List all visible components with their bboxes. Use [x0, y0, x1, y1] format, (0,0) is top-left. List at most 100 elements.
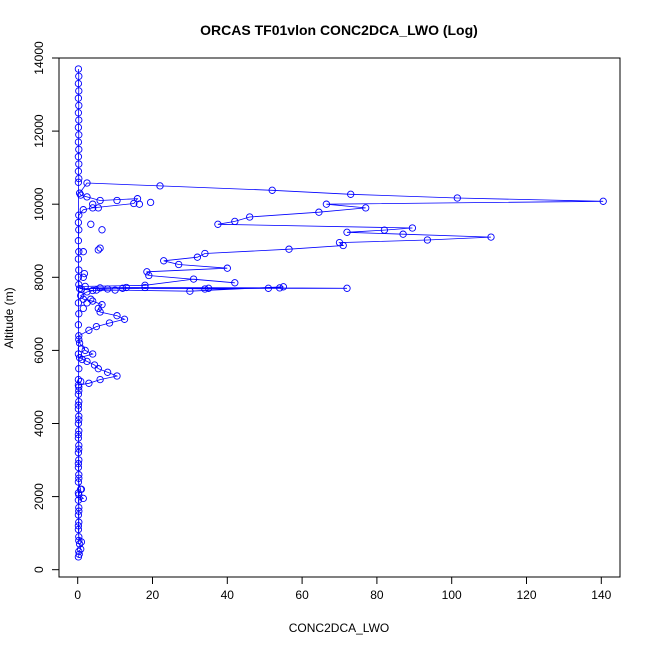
- y-tick-label: 2000: [32, 483, 46, 510]
- data-point: [141, 281, 149, 289]
- data-point: [74, 109, 83, 117]
- data-point: [343, 228, 351, 236]
- data-point: [78, 355, 86, 364]
- data-point: [74, 430, 83, 439]
- data-point: [74, 178, 83, 186]
- data-point: [79, 304, 87, 313]
- x-tick-label: 80: [370, 588, 384, 602]
- y-tick-label: 12000: [32, 114, 46, 148]
- data-point: [268, 186, 276, 194]
- data-point: [75, 397, 83, 406]
- chart-title: ORCAS TF01vlon CONC2DCA_LWO (Log): [200, 22, 478, 38]
- data-point: [74, 375, 83, 384]
- data-point: [75, 145, 83, 154]
- data-point: [77, 344, 86, 353]
- data-point: [89, 200, 97, 208]
- x-tick-label: 100: [442, 588, 462, 602]
- data-point: [80, 269, 89, 278]
- data-point: [113, 372, 121, 380]
- data-point: [453, 194, 461, 202]
- data-point: [74, 401, 83, 409]
- data-point: [74, 153, 83, 161]
- data-point: [201, 249, 209, 258]
- data-point: [85, 379, 93, 387]
- data-point: [74, 463, 83, 472]
- data-point: [75, 266, 83, 274]
- data-point: [83, 179, 91, 187]
- data-point: [347, 190, 355, 198]
- data-point: [423, 236, 432, 244]
- data-point: [74, 65, 83, 73]
- data-point: [75, 445, 83, 453]
- data-point: [75, 412, 83, 420]
- data-point: [189, 275, 198, 283]
- data-point: [83, 357, 91, 366]
- data-point: [75, 174, 83, 183]
- data-point: [94, 365, 102, 373]
- data-point: [74, 419, 83, 428]
- data-point: [74, 299, 83, 307]
- data-point: [223, 264, 231, 272]
- data-point: [74, 478, 83, 486]
- data-point: [81, 346, 89, 355]
- data-point: [113, 312, 121, 320]
- data-point: [75, 189, 84, 197]
- data-point: [89, 350, 97, 358]
- data-point: [75, 471, 83, 479]
- data-point: [285, 245, 293, 253]
- data-point: [146, 198, 155, 207]
- data-point: [96, 244, 104, 252]
- data-point: [74, 138, 83, 146]
- data-point: [75, 211, 83, 219]
- data-point: [94, 246, 102, 254]
- data-point: [322, 200, 331, 208]
- data-point: [74, 434, 83, 442]
- data-point: [75, 116, 83, 124]
- data-point: [75, 518, 83, 526]
- data-point: [75, 456, 83, 464]
- series-group: [74, 65, 607, 561]
- data-point: [75, 131, 83, 139]
- data-point: [231, 279, 239, 287]
- data-point: [75, 540, 84, 548]
- data-point: [231, 217, 239, 226]
- data-point: [75, 248, 83, 256]
- data-point: [264, 284, 273, 292]
- data-point: [113, 196, 121, 205]
- data-point: [92, 322, 101, 331]
- y-tick-label: 4000: [32, 410, 46, 437]
- data-point: [105, 319, 114, 327]
- data-point: [103, 368, 112, 376]
- data-point: [74, 449, 83, 457]
- data-point: [96, 308, 104, 316]
- data-point: [75, 280, 83, 289]
- data-point: [75, 441, 83, 450]
- data-point: [75, 427, 83, 435]
- data-point: [214, 220, 222, 228]
- data-point: [74, 218, 83, 227]
- data-point: [130, 199, 138, 208]
- data-point: [77, 485, 86, 493]
- x-tick-label: 0: [74, 588, 81, 602]
- data-point: [74, 350, 83, 358]
- data-point: [89, 204, 97, 212]
- y-axis-label: Altitude (m): [2, 287, 16, 348]
- axes: 0 20 40 60 80 100 120 140 0 2000 4000 6000 8000 10000…: [32, 41, 612, 602]
- data-point: [75, 503, 83, 512]
- y-tick-label: 0: [32, 566, 46, 573]
- data-point: [96, 284, 104, 292]
- x-tick-label: 60: [295, 588, 309, 602]
- data-point: [77, 377, 85, 386]
- data-point: [75, 550, 83, 558]
- data-point: [399, 230, 407, 238]
- data-point: [141, 283, 149, 292]
- data-point: [87, 295, 95, 303]
- data-point: [74, 381, 83, 389]
- data-point: [135, 200, 144, 208]
- data-point: [98, 226, 106, 234]
- data-point: [75, 310, 83, 318]
- data-point: [75, 226, 83, 234]
- data-point: [96, 196, 104, 205]
